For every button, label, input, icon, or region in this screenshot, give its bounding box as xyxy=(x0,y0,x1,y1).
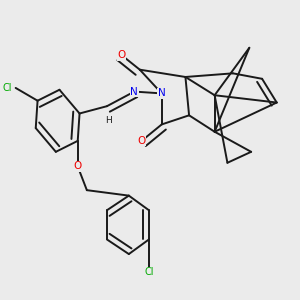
Text: Cl: Cl xyxy=(144,267,154,277)
Text: Cl: Cl xyxy=(2,83,12,93)
Text: O: O xyxy=(74,161,82,171)
Text: N: N xyxy=(130,87,138,97)
Text: H: H xyxy=(105,116,112,124)
Text: O: O xyxy=(137,136,146,146)
Text: O: O xyxy=(117,50,126,60)
Text: N: N xyxy=(158,88,166,98)
